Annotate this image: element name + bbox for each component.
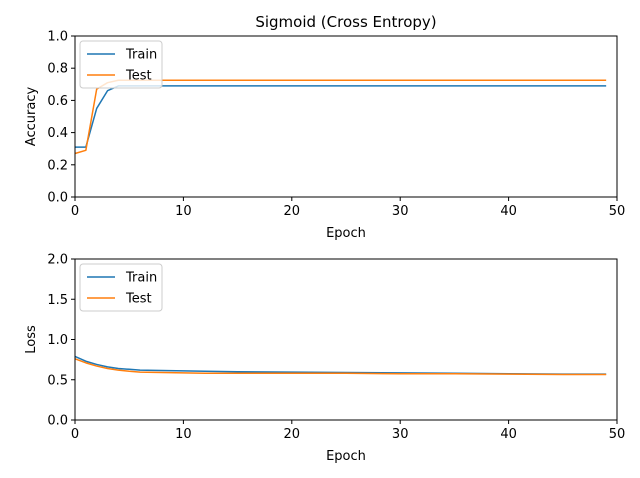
y-tick-label: 0.2	[47, 158, 68, 173]
y-tick-label: 0.5	[47, 373, 68, 388]
legend: Train Test	[79, 263, 163, 312]
x-axis-label: Epoch	[326, 449, 366, 464]
x-tick-label: 30	[392, 204, 409, 219]
x-tick-label: 40	[500, 427, 517, 442]
chart-title: Sigmoid (Cross Entropy)	[255, 13, 436, 31]
y-tick-label: 0.0	[47, 191, 68, 206]
x-tick-label: 20	[284, 204, 301, 219]
series-line-test	[74, 358, 607, 376]
y-tick-label: 0.8	[47, 62, 68, 77]
y-tick-label: 1.5	[47, 293, 68, 308]
x-tick-label: 50	[609, 427, 626, 442]
y-tick-label: 0.6	[47, 94, 68, 109]
x-axis-label: Epoch	[326, 226, 366, 241]
y-axis-label: Accuracy	[24, 87, 39, 147]
x-tick-label: 40	[500, 204, 517, 219]
x-tick-label: 0	[71, 427, 79, 442]
subplot-2: 0 10 20 30 40 50 0.0 0.5 1.0 1.5 2.0 Epoch Loss Train…	[24, 253, 625, 465]
series-line-train	[75, 85, 607, 148]
x-tick-label: 10	[175, 427, 192, 442]
plot-frame	[74, 35, 618, 198]
x-tick-label: 30	[392, 427, 409, 442]
legend-label-test: Test	[125, 292, 152, 307]
legend-box	[79, 40, 163, 89]
y-tick-label: 1.0	[47, 30, 68, 45]
x-tick-label: 10	[175, 204, 192, 219]
y-tick-label: 0.0	[47, 414, 68, 429]
x-tick-label: 50	[609, 204, 626, 219]
y-tick-label: 2.0	[47, 253, 68, 268]
legend-box	[79, 263, 163, 312]
y-axis-label: Loss	[24, 325, 39, 354]
subplot-1: Sigmoid (Cross Entropy) 0 10 20 30 40 50 0.0 0.2…	[24, 13, 625, 241]
legend-label-train: Train	[125, 48, 157, 63]
legend: Train Test	[79, 40, 163, 89]
legend-label-train: Train	[125, 271, 157, 286]
y-tick-label: 1.0	[47, 333, 68, 348]
x-tick-label: 0	[71, 204, 79, 219]
legend-label-test: Test	[125, 69, 152, 84]
x-tick-label: 20	[284, 427, 301, 442]
y-tick-label: 0.4	[47, 126, 68, 141]
